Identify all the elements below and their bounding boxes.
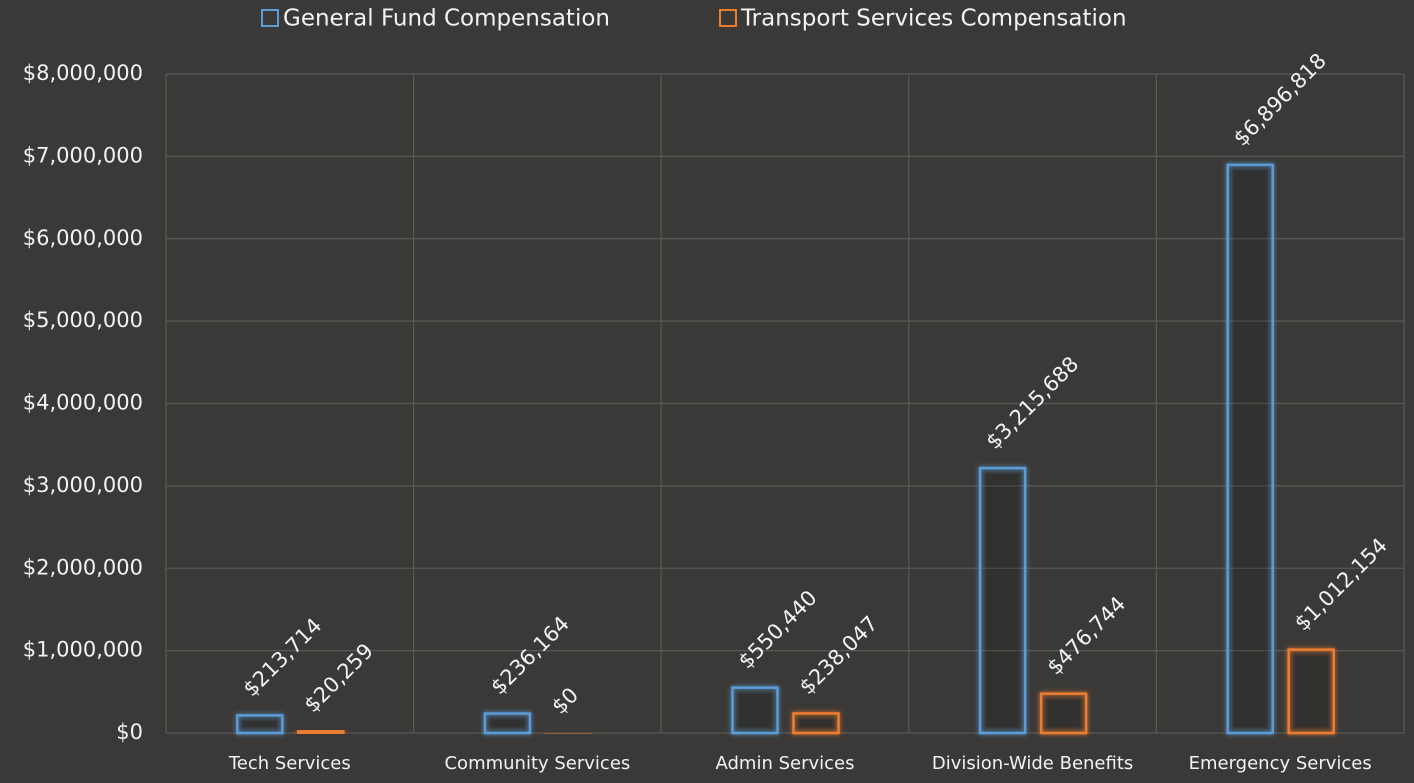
value-label: $6,896,818	[1229, 49, 1331, 151]
y-tick-label: $1,000,000	[23, 638, 143, 662]
bar	[731, 686, 779, 735]
value-label: $1,012,154	[1290, 533, 1392, 635]
bar	[978, 466, 1027, 735]
y-tick-label: $7,000,000	[23, 143, 143, 167]
value-label: $236,164	[486, 611, 574, 699]
x-tick-label: Division-Wide Benefits	[932, 753, 1133, 774]
x-tick-label: Community Services	[444, 753, 630, 774]
y-tick-label: $8,000,000	[23, 61, 143, 85]
bar	[792, 712, 840, 735]
y-tick-label: $3,000,000	[23, 473, 143, 497]
y-tick-label: $4,000,000	[23, 391, 143, 415]
value-label: $476,744	[1042, 592, 1130, 680]
bar	[1287, 648, 1335, 735]
bar	[483, 712, 532, 735]
legend-label: Transport Services Compensation	[740, 6, 1127, 32]
bar	[1226, 163, 1274, 735]
value-label: $238,047	[795, 611, 883, 699]
value-label: $3,215,688	[981, 352, 1083, 454]
bar	[1039, 692, 1088, 735]
x-tick-label: Admin Services	[716, 753, 855, 774]
legend-marker	[719, 9, 737, 27]
bar	[236, 714, 284, 735]
legend-label: General Fund Compensation	[283, 6, 610, 32]
y-tick-label: $6,000,000	[23, 226, 143, 250]
y-tick-label: $2,000,000	[23, 555, 143, 579]
y-tick-label: $5,000,000	[23, 308, 143, 332]
legend-marker	[261, 9, 279, 27]
x-tick-label: Emergency Services	[1189, 753, 1372, 774]
bar	[297, 730, 345, 735]
value-label: $550,440	[734, 586, 822, 674]
x-tick-label: Tech Services	[228, 753, 351, 774]
value-label: $0	[547, 683, 583, 719]
y-tick-label: $0	[116, 720, 143, 744]
